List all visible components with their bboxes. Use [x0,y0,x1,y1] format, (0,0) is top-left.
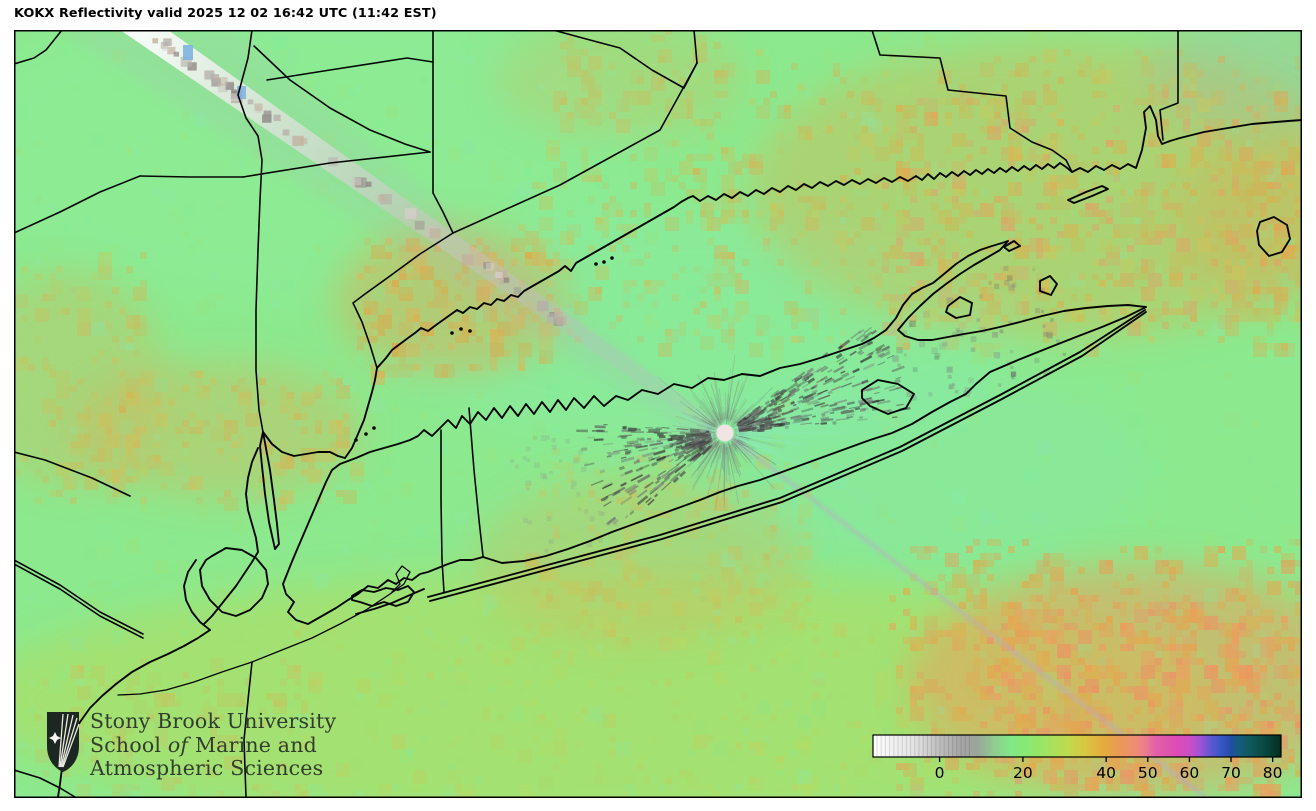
colorbar-tick-label: 60 [1180,764,1200,782]
map-boundaries [14,30,1302,798]
map-frame: 0 20 40 50 60 70 80 Stony Brook University Sch… [14,30,1302,798]
colorbar-tick-label: 20 [1013,764,1033,782]
colorbar-tick-label: 40 [1096,764,1116,782]
map-border [14,30,1302,798]
colorbar-tick-label: 0 [935,764,945,782]
product-title: KOKX Reflectivity valid 2025 12 02 16:42… [14,6,437,21]
reflectivity-colorbar: 0 20 40 50 60 70 80 [872,734,1283,782]
colorbar-tick-label: 70 [1221,764,1241,782]
ground-clutter-layer [486,265,1066,568]
colorbar-tick-label: 50 [1138,764,1158,782]
radar-map: 0 20 40 50 60 70 80 [14,30,1302,798]
interference-streak [60,30,1208,798]
colorbar-tick-label: 80 [1263,764,1283,782]
radar-site-marker [716,424,734,442]
